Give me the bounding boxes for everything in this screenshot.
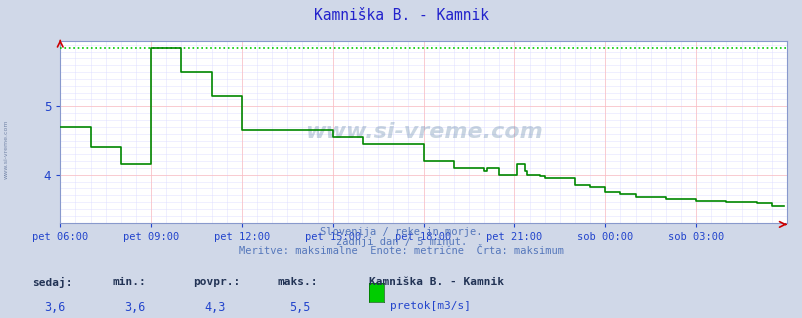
Text: Meritve: maksimalne  Enote: metrične  Črta: maksimum: Meritve: maksimalne Enote: metrične Črta… [239, 246, 563, 256]
Text: 3,6: 3,6 [44, 301, 66, 314]
Text: Kamniška B. - Kamnik: Kamniška B. - Kamnik [314, 8, 488, 23]
Text: min.:: min.: [112, 277, 146, 287]
Text: Slovenija / reke in morje.: Slovenija / reke in morje. [320, 227, 482, 237]
Text: 5,5: 5,5 [289, 301, 310, 314]
Text: www.si-vreme.com: www.si-vreme.com [4, 120, 9, 179]
Text: www.si-vreme.com: www.si-vreme.com [304, 122, 542, 142]
Text: 3,6: 3,6 [124, 301, 146, 314]
Text: sedaj:: sedaj: [32, 277, 72, 288]
Text: pretok[m3/s]: pretok[m3/s] [390, 301, 471, 310]
Text: maks.:: maks.: [277, 277, 317, 287]
Text: zadnji dan / 5 minut.: zadnji dan / 5 minut. [335, 237, 467, 247]
Text: povpr.:: povpr.: [192, 277, 240, 287]
Text: Kamniška B. - Kamnik: Kamniška B. - Kamnik [369, 277, 504, 287]
Text: 4,3: 4,3 [205, 301, 226, 314]
